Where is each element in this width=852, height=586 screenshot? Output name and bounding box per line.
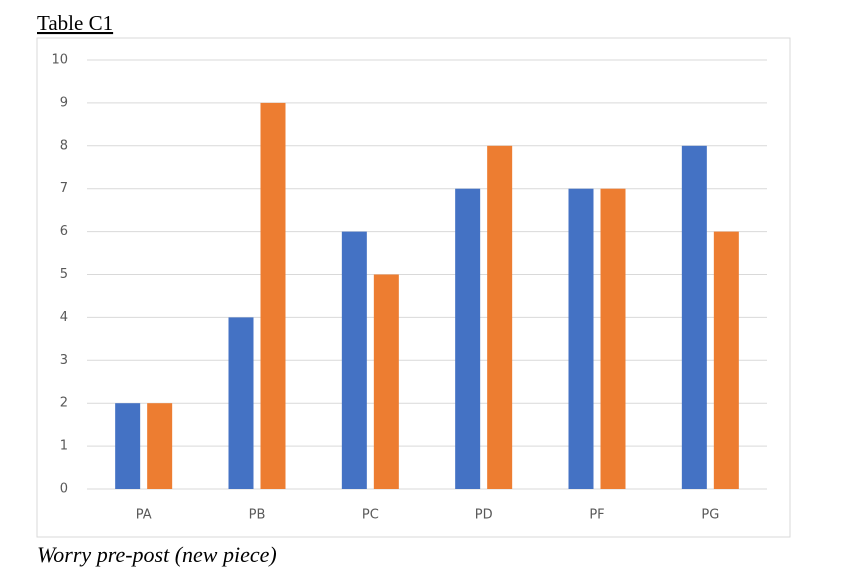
x-tick-label: PD	[475, 508, 493, 523]
x-tick-label: PB	[249, 508, 266, 523]
bar	[681, 145, 707, 490]
y-tick-label: 3	[60, 353, 68, 368]
bar	[373, 274, 399, 489]
y-tick-label: 2	[60, 396, 68, 411]
y-tick-label: 9	[60, 95, 68, 110]
y-tick-label: 6	[60, 224, 68, 239]
bar	[600, 188, 626, 489]
bar	[228, 317, 254, 489]
bar	[713, 231, 739, 489]
y-tick-label: 8	[60, 138, 68, 153]
bar	[455, 188, 481, 489]
x-tick-label: PC	[362, 508, 379, 523]
y-tick-label: 7	[60, 181, 68, 196]
bar	[147, 403, 173, 489]
bar	[487, 145, 513, 490]
bar	[568, 188, 594, 489]
x-tick-label: PA	[136, 508, 152, 523]
bar	[260, 102, 286, 490]
x-tick-label: PF	[589, 508, 604, 523]
bar	[341, 231, 367, 489]
y-tick-label: 4	[60, 310, 68, 325]
chart-caption: Worry pre-post (new piece)	[37, 542, 277, 567]
x-tick-label: PG	[701, 508, 719, 523]
y-tick-label: 1	[60, 439, 68, 454]
bar	[115, 403, 141, 489]
y-tick-label: 10	[51, 53, 68, 68]
y-tick-label: 0	[60, 482, 68, 497]
y-tick-label: 5	[60, 267, 68, 282]
chart-title: Table C1	[37, 11, 113, 35]
